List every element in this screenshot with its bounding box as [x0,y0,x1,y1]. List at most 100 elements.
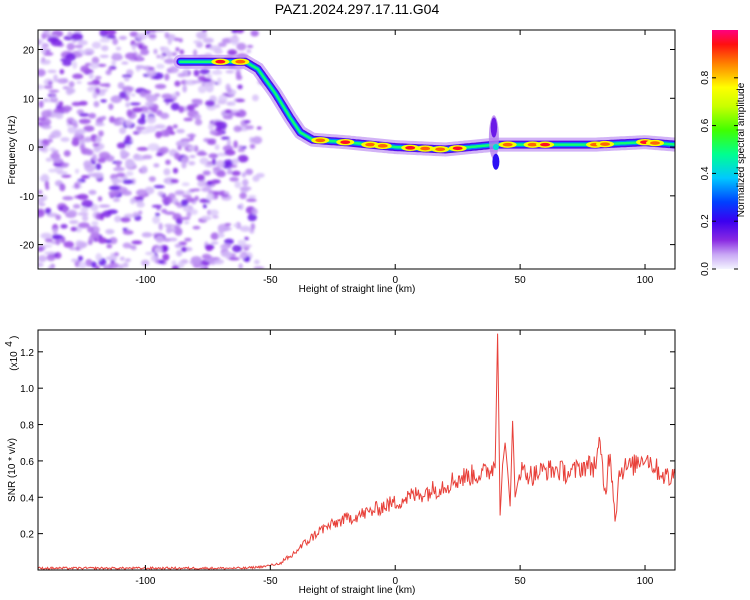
spectrogram-plot-area [38,30,675,269]
noise-speck [239,192,247,200]
noise-speck [92,153,98,162]
spectrogram-xtick-label: 0 [392,275,398,286]
noise-speck [188,204,193,211]
noise-speck [199,198,211,204]
noise-speck [145,125,157,133]
noise-speck [125,102,130,108]
noise-speck [174,190,185,196]
disturbance-upper [490,117,498,138]
noise-speck [245,125,254,130]
noise-speck [121,61,129,65]
noise-speck [120,216,131,223]
snr-ytick-label: 1.0 [20,384,34,395]
noise-speck [45,49,51,53]
noise-speck [204,163,214,168]
noise-speck [119,256,125,261]
noise-speck [239,225,251,232]
noise-speck [41,124,52,130]
noise-speck [191,80,203,84]
noise-speck [145,251,154,256]
noise-speck [210,232,219,240]
noise-speck [183,220,190,225]
noise-speck [224,238,234,245]
noise-speck [137,117,146,125]
noise-speck [43,85,53,89]
noise-speck [155,30,161,33]
noise-speck [113,120,122,126]
noise-speck [45,157,53,162]
noise-speck [109,116,116,124]
noise-speck [105,228,115,235]
noise-speck [52,157,64,164]
noise-speck [164,73,170,81]
noise-speck [241,172,247,178]
noise-speck [161,208,168,214]
noise-speck [119,149,127,158]
noise-speck [63,241,75,248]
noise-speck [50,39,63,47]
noise-speck [87,81,96,86]
noise-speck [158,260,165,264]
noise-speck [250,223,256,231]
noise-speck [238,145,243,150]
noise-speck [88,189,97,195]
noise-speck [239,186,252,191]
noise-speck [203,82,215,91]
noise-speck [41,32,47,40]
noise-speck [240,244,253,248]
noise-speck [118,91,127,99]
noise-speck [146,116,157,124]
noise-speck [225,70,235,74]
noise-speck [99,88,109,92]
noise-speck [194,195,199,201]
noise-speck [77,212,89,216]
noise-speck [175,217,183,225]
noise-speck [132,154,144,160]
noise-speck [167,226,173,233]
noise-speck [237,84,243,90]
snr-ytick-label: 0.8 [20,421,34,432]
noise-speck [232,244,242,253]
noise-speck [68,81,75,88]
noise-speck [71,32,83,41]
noise-speck [126,109,133,117]
noise-speck [122,179,134,185]
noise-speck [212,215,219,219]
noise-speck [166,50,173,58]
noise-speck [74,168,80,174]
noise-speck [250,30,259,37]
noise-speck [91,41,102,49]
noise-speck [196,151,208,156]
noise-speck [162,253,170,261]
noise-speck [155,235,165,244]
ridge-blob-core [527,142,538,147]
ridge-blob-core [315,138,326,143]
snr-ytick-label: 0.4 [20,493,34,504]
noise-speck [171,52,178,57]
noise-speck [148,67,155,71]
noise-speck [150,254,158,262]
noise-speck [211,158,217,166]
noise-speck [177,72,187,78]
noise-speck [46,253,56,262]
noise-speck [247,195,257,199]
noise-speck [233,140,238,149]
noise-speck [38,100,44,109]
noise-speck [132,211,139,217]
noise-speck [91,221,99,226]
noise-speck [98,204,111,208]
noise-speck [148,176,156,182]
noise-speck [237,154,249,163]
noise-speck [39,194,48,202]
noise-speck [50,96,57,101]
noise-speck [251,94,259,102]
spectrogram-xtick-label: 100 [637,275,654,286]
spectrogram-ytick-label: 20 [23,46,35,57]
noise-speck [247,44,254,49]
noise-speck [223,159,235,166]
noise-speck [93,100,100,108]
noise-speck [172,167,179,174]
noise-speck [201,253,212,260]
noise-speck [84,136,92,143]
spectrogram-x-ticks: -100 -50 0 50 100 [135,30,654,286]
